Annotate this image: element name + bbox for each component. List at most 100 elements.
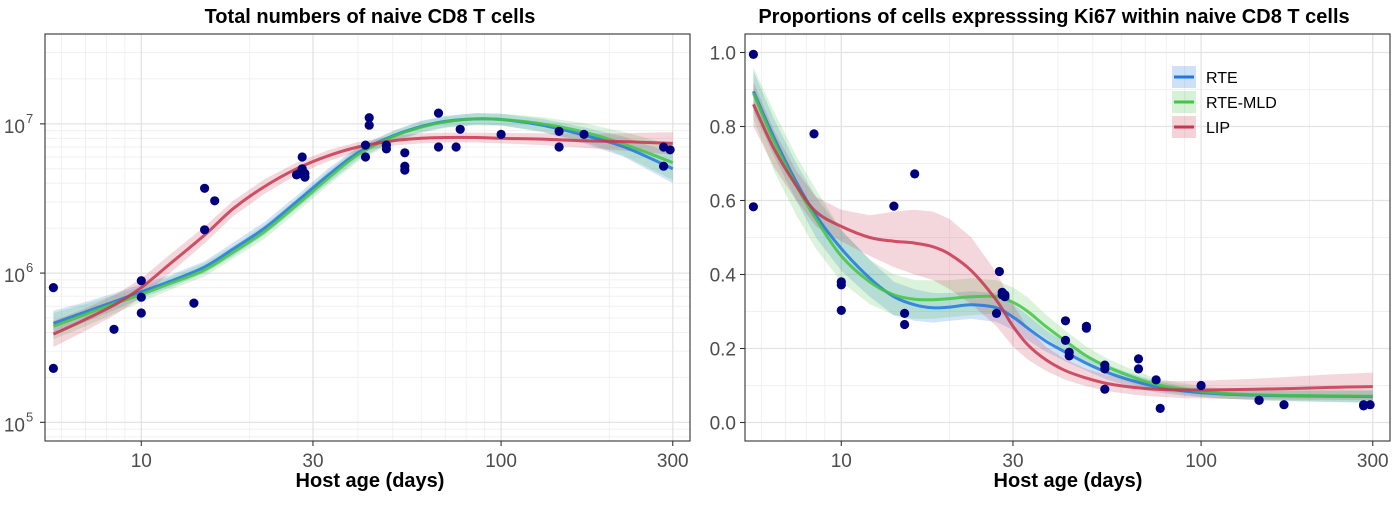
x-tick-label: 300 [1357, 451, 1389, 472]
legend-item-rte-mld: RTE-MLD [1172, 91, 1277, 113]
y-tick-label: 1.0 [710, 44, 736, 65]
data-point [364, 120, 374, 130]
data-point [136, 308, 146, 318]
data-point [381, 140, 391, 150]
data-point [496, 129, 506, 139]
chart-title: Total numbers of naive CD8 T cells [205, 6, 536, 28]
data-points [748, 49, 1375, 413]
series-lines [752, 90, 1373, 399]
data-point [1100, 364, 1110, 374]
chart-panel-ki67-proportions: 10 30 100 300 0.0 0.2 0.4 0.6 0.8 1.0 RTE RTE-MLD LI… [710, 6, 1391, 492]
x-tick-label: 30 [302, 451, 323, 472]
series-line-lip [52, 135, 673, 336]
series-line-rte-mld [752, 92, 1373, 398]
chart-title: Proportions of cells expresssing Ki67 wi… [758, 6, 1349, 28]
panel-border [744, 33, 1391, 442]
y-tick-label: 10 [4, 117, 25, 138]
data-point [889, 201, 899, 211]
data-point [748, 202, 759, 212]
y-tick-exponent: 7 [26, 111, 33, 126]
data-points [48, 108, 675, 373]
data-point [836, 280, 846, 290]
data-point [1155, 403, 1165, 413]
data-point [400, 148, 410, 158]
data-point [910, 169, 920, 179]
data-point [748, 49, 759, 60]
data-point [1151, 375, 1161, 385]
legend-label: RTE-MLD [1206, 95, 1277, 112]
y-tick-exponent: 6 [26, 260, 33, 275]
y-tick-label: 0.8 [710, 118, 736, 139]
x-tick-label: 10 [831, 451, 852, 472]
confidence-ribbons [753, 67, 1373, 403]
data-point [136, 292, 146, 302]
data-point [433, 142, 444, 152]
data-point [1060, 316, 1071, 326]
ribbon-lip [753, 82, 1373, 401]
y-axis-ticks: 0.0 0.2 0.4 0.6 0.8 1.0 [710, 44, 745, 435]
data-point [200, 183, 210, 193]
series-lines [52, 117, 674, 336]
data-point [665, 145, 675, 155]
data-point [455, 124, 465, 134]
y-tick-exponent: 5 [26, 409, 33, 424]
data-point [109, 324, 119, 334]
data-point [1081, 323, 1091, 333]
data-point [1060, 335, 1071, 345]
panel-border [44, 33, 691, 442]
data-point [1133, 354, 1144, 364]
data-point [554, 126, 564, 136]
data-point [364, 113, 374, 123]
ribbon-rte [53, 113, 673, 336]
data-point [300, 168, 310, 179]
y-tick-label: 10 [4, 266, 25, 287]
data-point [48, 283, 59, 293]
legend-item-lip: LIP [1172, 116, 1230, 138]
data-point [360, 140, 371, 150]
data-point [1000, 292, 1010, 302]
data-point [1365, 400, 1375, 410]
data-point [48, 363, 59, 373]
data-point [1196, 380, 1206, 391]
data-point [900, 308, 910, 318]
legend-label: RTE [1206, 70, 1238, 87]
y-tick-label: 0.6 [710, 192, 736, 213]
y-tick-label: 10 [4, 415, 25, 436]
data-point [1254, 395, 1264, 405]
x-axis-ticks: 10 30 100 300 [831, 441, 1389, 472]
ribbon-rte-mld [753, 67, 1373, 403]
series-line-lip [752, 103, 1373, 392]
data-point [836, 305, 846, 315]
data-point [200, 225, 210, 235]
data-point [136, 276, 146, 286]
data-point [189, 298, 199, 308]
data-point [1279, 400, 1289, 410]
data-point [554, 142, 564, 152]
x-tick-label: 100 [1185, 451, 1217, 472]
data-point [579, 129, 589, 139]
y-tick-label: 0.2 [710, 340, 736, 361]
data-point [809, 129, 819, 139]
data-point [1133, 364, 1144, 374]
data-point [360, 152, 371, 162]
data-point [1100, 384, 1110, 394]
data-point [991, 308, 1002, 318]
x-axis-ticks: 10 30 100 300 [131, 441, 689, 472]
ribbon-lip [53, 132, 673, 347]
data-point [210, 196, 220, 206]
x-tick-label: 300 [657, 451, 689, 472]
legend-label: LIP [1206, 120, 1230, 137]
data-point [433, 108, 444, 118]
y-tick-label: 0.0 [710, 414, 736, 435]
data-point [451, 142, 461, 152]
data-point [1064, 351, 1074, 361]
legend: RTE RTE-MLD LIP [1172, 66, 1277, 138]
data-point [659, 161, 669, 171]
y-tick-label: 0.4 [710, 266, 737, 287]
data-point [994, 266, 1005, 277]
data-point [297, 152, 307, 162]
